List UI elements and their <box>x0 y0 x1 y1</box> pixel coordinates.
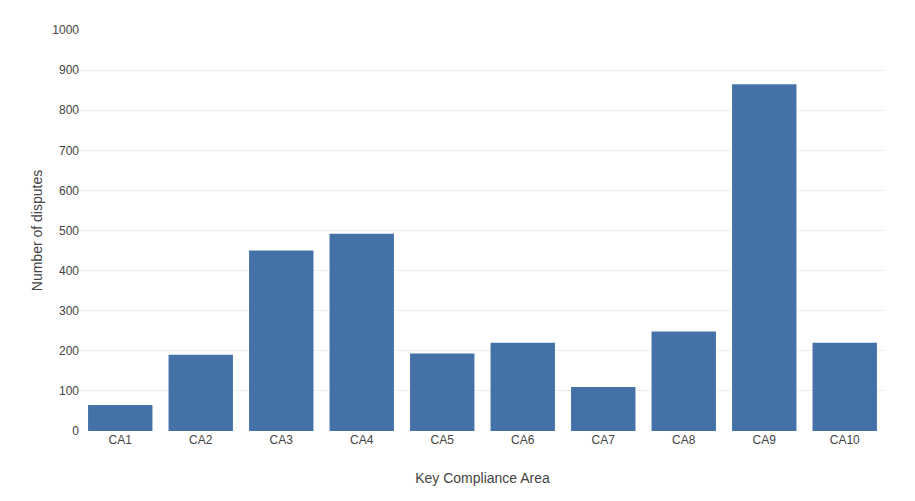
svg-text:CA9: CA9 <box>753 433 777 447</box>
svg-text:400: 400 <box>59 264 79 278</box>
svg-text:100: 100 <box>59 384 79 398</box>
svg-text:500: 500 <box>59 224 79 238</box>
svg-text:CA7: CA7 <box>592 433 616 447</box>
svg-text:Key Compliance Area: Key Compliance Area <box>415 470 550 486</box>
svg-text:CA6: CA6 <box>511 433 535 447</box>
svg-text:CA2: CA2 <box>189 433 213 447</box>
svg-text:CA8: CA8 <box>672 433 696 447</box>
svg-text:CA10: CA10 <box>830 433 860 447</box>
svg-text:200: 200 <box>59 344 79 358</box>
svg-text:CA3: CA3 <box>270 433 294 447</box>
svg-text:0: 0 <box>72 424 79 438</box>
svg-text:700: 700 <box>59 144 79 158</box>
svg-text:CA1: CA1 <box>109 433 133 447</box>
svg-text:Number of disputes: Number of disputes <box>29 170 45 291</box>
svg-text:600: 600 <box>59 184 79 198</box>
svg-text:1000: 1000 <box>52 23 79 37</box>
svg-text:300: 300 <box>59 304 79 318</box>
svg-text:CA5: CA5 <box>431 433 455 447</box>
svg-text:800: 800 <box>59 103 79 117</box>
svg-text:900: 900 <box>59 63 79 77</box>
svg-text:CA4: CA4 <box>350 433 374 447</box>
